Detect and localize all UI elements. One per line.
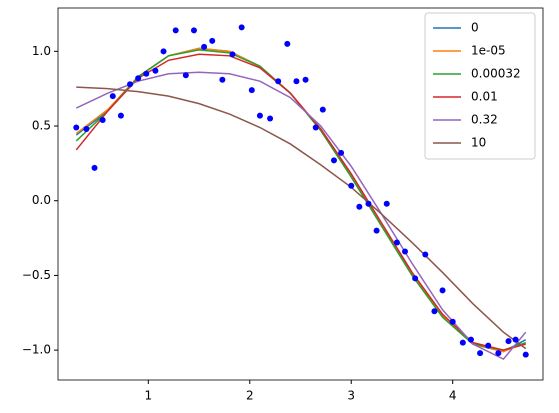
x-tick-label: 1: [144, 389, 152, 403]
point: [127, 81, 134, 88]
point: [422, 251, 429, 258]
y-tick-label: 0.0: [32, 193, 51, 207]
point: [143, 70, 150, 77]
point: [439, 287, 446, 294]
point: [209, 37, 216, 44]
point: [319, 106, 326, 113]
point: [99, 117, 106, 124]
point: [459, 339, 466, 346]
point: [312, 124, 319, 131]
point: [505, 338, 512, 345]
point: [172, 27, 179, 34]
legend-label: 0: [471, 21, 479, 35]
point: [402, 248, 409, 255]
legend-label: 0.01: [471, 90, 498, 104]
point: [393, 239, 400, 246]
point: [412, 275, 419, 282]
point: [229, 51, 236, 58]
point: [477, 350, 484, 357]
plot-frame: [57, 7, 544, 381]
point: [91, 164, 98, 171]
point: [383, 200, 390, 207]
point: [152, 67, 159, 74]
point: [256, 112, 263, 119]
point: [73, 124, 80, 131]
point: [238, 24, 245, 31]
y-tick-label: 0.5: [32, 119, 51, 133]
point: [522, 351, 529, 358]
y-tick-label: −1.0: [22, 343, 51, 357]
point: [190, 27, 197, 34]
point: [485, 342, 492, 349]
x-tick-label: 3: [347, 389, 355, 403]
point: [248, 87, 255, 94]
legend-label: 10: [471, 136, 486, 150]
point: [275, 78, 282, 85]
legend-label: 0.32: [471, 113, 498, 127]
point: [293, 78, 300, 85]
point: [338, 149, 345, 156]
point: [182, 72, 189, 79]
point: [348, 182, 355, 189]
point: [449, 318, 456, 325]
point: [431, 308, 438, 315]
y-tick-label: 1.0: [32, 44, 51, 58]
point: [267, 115, 274, 122]
point: [83, 126, 90, 133]
point: [365, 200, 372, 207]
point: [219, 76, 226, 83]
point: [356, 203, 363, 210]
legend-label: 0.00032: [471, 67, 521, 81]
x-tick-label: 2: [246, 389, 254, 403]
point: [330, 157, 337, 164]
point: [201, 43, 208, 50]
point: [302, 76, 309, 83]
point: [495, 350, 502, 357]
point: [109, 93, 116, 100]
point: [117, 112, 124, 119]
point: [373, 227, 380, 234]
y-tick-label: −0.5: [22, 268, 51, 282]
point: [467, 336, 474, 343]
line: [76, 86, 527, 350]
legend-label: 1e-05: [471, 44, 506, 58]
point: [284, 40, 291, 47]
x-tick-label: 4: [449, 389, 457, 403]
line: [75, 71, 527, 361]
point: [512, 336, 519, 343]
point: [160, 48, 167, 55]
legend-box: [424, 12, 536, 160]
point: [135, 75, 142, 82]
